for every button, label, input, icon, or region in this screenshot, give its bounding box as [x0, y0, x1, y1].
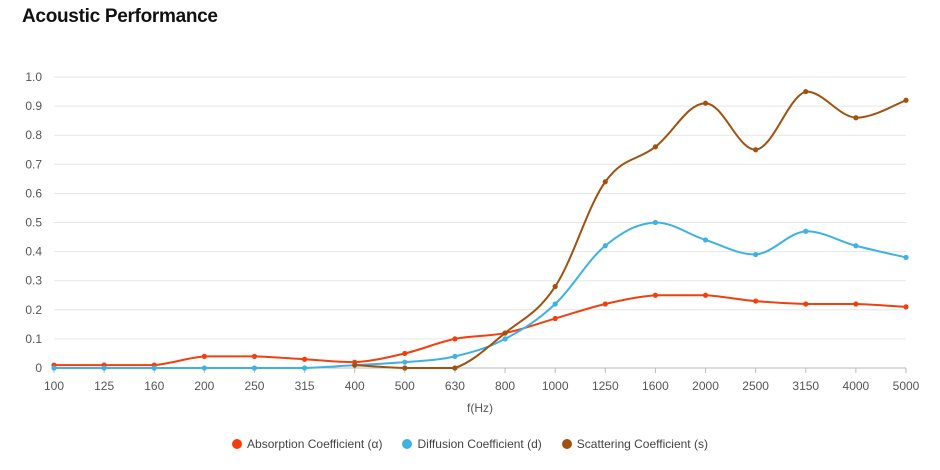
x-tick-label: 500 [395, 379, 415, 393]
data-point[interactable] [753, 298, 759, 304]
data-point[interactable] [652, 219, 659, 226]
x-tick-label: 160 [144, 379, 164, 393]
data-point[interactable] [201, 353, 207, 359]
y-tick-label: 0 [35, 361, 42, 375]
data-point[interactable] [853, 115, 859, 121]
y-tick-label: 0.7 [25, 157, 42, 171]
data-point[interactable] [402, 350, 408, 357]
x-tick-label: 630 [445, 379, 465, 393]
data-point[interactable] [702, 100, 709, 106]
data-point[interactable] [51, 365, 57, 371]
data-point[interactable] [903, 254, 909, 261]
data-point[interactable] [903, 97, 909, 103]
y-tick-label: 0.2 [25, 303, 42, 317]
legend-item[interactable]: Scattering Coefficient (s) [561, 437, 708, 451]
y-tick-label: 1.0 [25, 70, 42, 84]
data-point[interactable] [452, 353, 458, 359]
data-point[interactable] [452, 365, 458, 371]
data-point[interactable] [803, 228, 809, 234]
data-point[interactable] [101, 365, 107, 371]
legend-marker [232, 439, 243, 449]
series-lines [53, 90, 907, 369]
data-point[interactable] [753, 251, 759, 258]
y-tick-label: 0.9 [25, 99, 42, 113]
y-tick-label: 0.3 [25, 274, 42, 288]
data-point[interactable] [301, 365, 308, 371]
legend-item[interactable]: Diffusion Coefficient (d) [402, 437, 542, 451]
data-point[interactable] [251, 353, 258, 359]
data-point[interactable] [552, 301, 558, 307]
data-point[interactable] [602, 243, 608, 249]
x-tick-label: 1250 [592, 379, 619, 393]
data-point[interactable] [753, 147, 759, 153]
data-point[interactable] [853, 243, 859, 249]
x-axis-title: f(Hz) [467, 401, 493, 415]
x-tick-label: 800 [495, 379, 515, 393]
y-axis-ticks: 0 0.1 0.2 0.3 0.4 0.5 0.6 0.7 0.8 0.9 1.0 [25, 70, 42, 375]
data-point[interactable] [251, 365, 258, 371]
x-tick-label: 4000 [843, 379, 870, 393]
y-tick-label: 0.5 [25, 216, 42, 230]
data-point[interactable] [803, 301, 809, 307]
x-tick-label: 125 [94, 379, 114, 393]
legend-label: Scattering Coefficient (s) [576, 437, 708, 451]
legend-label: Diffusion Coefficient (d) [417, 437, 542, 451]
x-tick-label: 200 [194, 379, 214, 393]
data-point[interactable] [652, 144, 659, 150]
data-point[interactable] [402, 359, 408, 365]
x-axis-ticks: 100 125 160 200 250 315 400 500 630 800 1000 1250 16… [44, 368, 920, 393]
x-tick-label: 3150 [792, 379, 819, 393]
legend-marker [402, 439, 413, 449]
data-point[interactable] [602, 301, 608, 307]
chart-title: Acoustic Performance [22, 6, 218, 27]
x-tick-label: 100 [44, 379, 64, 393]
data-point[interactable] [853, 301, 859, 307]
data-point[interactable] [502, 330, 508, 336]
data-point[interactable] [903, 304, 909, 310]
data-point[interactable] [602, 179, 608, 185]
data-point[interactable] [502, 336, 508, 342]
data-point[interactable] [552, 283, 558, 290]
y-tick-label: 0.8 [25, 128, 42, 142]
data-point[interactable] [652, 292, 659, 298]
legend: Absorption Coefficient (α) Diffusion Coef… [0, 437, 940, 451]
y-tick-label: 0.6 [25, 186, 42, 200]
legend-marker [561, 439, 572, 449]
data-point[interactable] [301, 356, 308, 362]
x-tick-label: 2500 [742, 379, 769, 393]
x-tick-label: 1000 [542, 379, 569, 393]
data-point[interactable] [201, 365, 207, 371]
series-line-1 [54, 221, 907, 369]
grid-lines [54, 76, 906, 369]
x-tick-label: 400 [345, 379, 365, 393]
x-tick-label: 5000 [893, 379, 920, 393]
y-tick-label: 0.1 [25, 332, 42, 346]
x-tick-label: 1600 [642, 379, 669, 393]
x-tick-label: 2000 [692, 379, 719, 393]
y-tick-label: 0.4 [25, 245, 42, 259]
legend-item[interactable]: Absorption Coefficient (α) [232, 437, 382, 451]
legend-label: Absorption Coefficient (α) [247, 437, 383, 451]
series-points [51, 88, 909, 371]
x-tick-label: 250 [244, 379, 264, 393]
data-point[interactable] [803, 88, 809, 95]
x-tick-label: 315 [295, 379, 315, 393]
data-point[interactable] [702, 237, 709, 243]
data-point[interactable] [352, 362, 358, 368]
line-chart: 0 0.1 0.2 0.3 0.4 0.5 0.6 0.7 0.8 0.9 1.0 100 125 16… [25, 70, 920, 415]
data-point[interactable] [151, 365, 157, 371]
data-point[interactable] [452, 336, 458, 342]
data-point[interactable] [402, 365, 408, 371]
series-line-0 [53, 294, 907, 367]
data-point[interactable] [552, 315, 558, 322]
data-point[interactable] [702, 292, 709, 298]
